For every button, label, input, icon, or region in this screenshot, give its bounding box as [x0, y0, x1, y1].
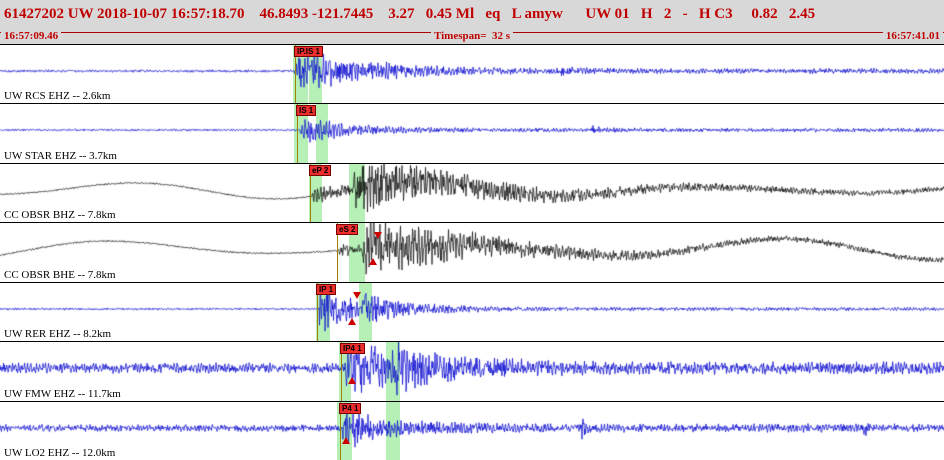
- pick-time-line: [317, 282, 318, 342]
- pick-flag[interactable]: IP4 1: [340, 343, 365, 355]
- pick-flag[interactable]: eS 2: [336, 224, 359, 236]
- waveform-canvas: [0, 342, 944, 401]
- pick-arrow-up: [342, 436, 350, 444]
- trace-label: UW RCS EHZ -- 2.6km: [4, 90, 111, 103]
- waveform-canvas: [0, 282, 944, 342]
- pick-time-line: [297, 104, 298, 163]
- trace-label: CC OBSR BHE -- 7.8km: [4, 268, 116, 281]
- trace-panel[interactable]: IS 1 UW STAR EHZ -- 3.7km: [0, 103, 944, 163]
- pick-flag[interactable]: P4 1: [339, 402, 362, 414]
- pick-time-line: [310, 163, 311, 223]
- trace-label: UW RER EHZ -- 8.2km: [4, 328, 112, 341]
- time-axis-bar: 16:57:09.46 Timespan= 32 s 16:57:41.01: [0, 29, 944, 44]
- trace-label: UW LO2 EHZ -- 12.0km: [4, 446, 116, 459]
- window-end-time: 16:57:41.01: [882, 29, 943, 44]
- waveform-canvas: [0, 401, 944, 460]
- pick-arrow-up: [348, 377, 356, 385]
- trace-label: UW FMW EHZ -- 11.7km: [4, 387, 121, 400]
- trace-panel[interactable]: eP 2 CC OBSR BHZ -- 7.8km: [0, 162, 944, 223]
- pick-arrow-up: [369, 258, 377, 266]
- pick-flag[interactable]: IP 1: [316, 283, 337, 295]
- pick-flag[interactable]: eP 2: [309, 164, 332, 176]
- trace-panel[interactable]: IP4 1 UW FMW EHZ -- 11.7km: [0, 341, 944, 401]
- trace-area: IP.IS 1 UW RCS EHZ -- 2.6km IS 1 UW STAR EH…: [0, 44, 944, 460]
- event-summary-header: 61427202 UW 2018-10-07 16:57:18.70 46.84…: [0, 0, 944, 29]
- pick-arrow-down: [353, 291, 361, 299]
- pick-time-line: [341, 342, 342, 401]
- trace-panel[interactable]: IP.IS 1 UW RCS EHZ -- 2.6km: [0, 44, 944, 104]
- waveform-canvas: [0, 223, 944, 282]
- trace-panel[interactable]: eS 2 CC OBSR BHE -- 7.8km: [0, 222, 944, 282]
- pick-arrow-down: [374, 232, 382, 240]
- pick-flag[interactable]: IP.IS 1: [294, 46, 323, 57]
- pick-time-line: [340, 401, 341, 460]
- timespan-label: Timespan= 32 s: [430, 29, 514, 44]
- trace-label: CC OBSR BHZ -- 7.8km: [4, 209, 116, 222]
- window-start-time: 16:57:09.46: [1, 29, 62, 44]
- waveform-canvas: [0, 104, 944, 163]
- pick-time-line: [337, 223, 338, 282]
- waveform-canvas: [0, 45, 944, 104]
- trace-panel[interactable]: P4 1 UW LO2 EHZ -- 12.0km: [0, 400, 944, 460]
- pick-time-line: [295, 45, 296, 104]
- pick-arrow-up: [348, 317, 356, 325]
- waveform-canvas: [0, 163, 944, 223]
- trace-label: UW STAR EHZ -- 3.7km: [4, 149, 117, 162]
- trace-panel[interactable]: IP 1 UW RER EHZ -- 8.2km: [0, 281, 944, 342]
- pick-flag[interactable]: IS 1: [296, 105, 317, 117]
